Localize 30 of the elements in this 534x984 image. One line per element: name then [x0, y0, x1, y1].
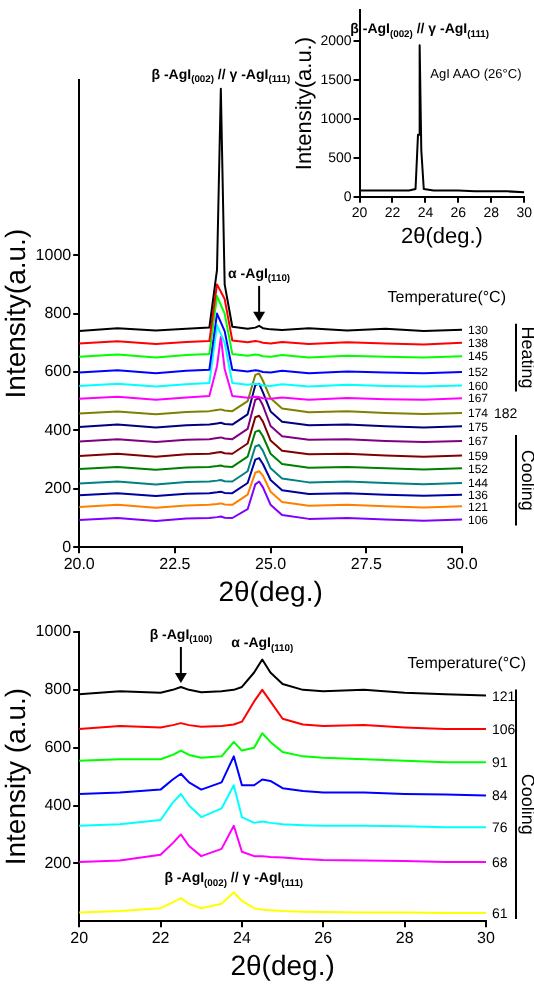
y-axis-title: Intensity(a.u.): [0, 228, 31, 399]
y-tick-label: 1000: [35, 622, 73, 641]
y-axis-title: Intensity (a.u.): [0, 687, 31, 866]
y-tick-label: 800: [44, 680, 73, 699]
y-tick-label: 200: [44, 853, 73, 872]
x-tick-label: 20: [70, 929, 90, 948]
x-axis-title: 2θ(deg.): [230, 948, 335, 981]
x-tick-label: 24: [233, 929, 252, 948]
y-axis-title: Intensity(a.u.): [293, 36, 318, 171]
x-tick-label: 22.5: [159, 555, 192, 574]
x-tick-label: 26: [314, 929, 334, 948]
x-tick-label: 20.0: [63, 555, 96, 574]
y-tick-label: 0: [62, 537, 73, 556]
annotation: Temperature(°C): [387, 287, 507, 306]
x-tick-label: 30: [477, 929, 496, 948]
x-tick-label: 28: [395, 929, 415, 948]
y-tick-label: 1000: [35, 245, 73, 264]
y-tick-label: 800: [44, 304, 73, 323]
y-tick-label: 400: [44, 420, 73, 439]
x-tick-label: 22: [151, 929, 171, 948]
annotation: Temperature(°C): [407, 653, 527, 672]
x-tick-label: 25.0: [255, 555, 288, 574]
x-tick-label: 30.0: [446, 555, 479, 574]
y-tick-label: 200: [44, 479, 73, 498]
x-axis-title: 2θ(deg.): [400, 224, 483, 249]
y-tick-label: 600: [44, 362, 73, 381]
x-tick-label: 27.5: [350, 555, 383, 574]
y-tick-label: 600: [44, 738, 73, 757]
x-axis-title: 2θ(deg.): [218, 574, 323, 607]
y-tick-label: 400: [44, 795, 73, 814]
